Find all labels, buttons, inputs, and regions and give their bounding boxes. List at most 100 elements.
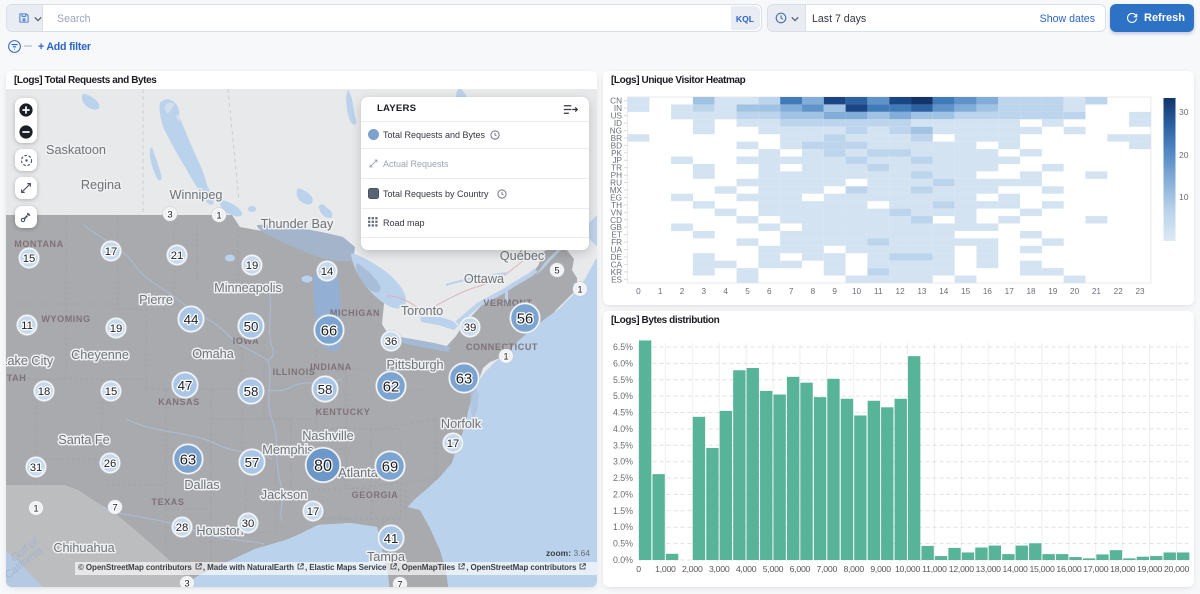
svg-text:Nashville: Nashville [302,429,353,443]
svg-text:56: 56 [517,311,533,327]
svg-text:17: 17 [105,246,118,258]
svg-text:20: 20 [1070,287,1080,296]
svg-text:Salt Lake City: Salt Lake City [6,354,54,368]
svg-text:Pittsburgh: Pittsburgh [386,358,443,372]
svg-text:47: 47 [178,378,193,393]
svg-text:VERMONT: VERMONT [483,298,532,308]
svg-text:10: 10 [1179,192,1189,202]
svg-text:Santa Fe: Santa Fe [58,433,110,447]
svg-text:4.5%: 4.5% [613,408,633,418]
svg-text:1: 1 [503,351,508,362]
svg-text:11,000: 11,000 [922,564,947,574]
svg-text:Omaha: Omaha [192,347,235,361]
svg-text:Ottawa: Ottawa [464,272,505,286]
svg-text:Jackson: Jackson [261,488,308,502]
svg-text:11: 11 [874,287,883,296]
svg-text:58: 58 [318,382,333,397]
svg-text:39: 39 [464,322,477,334]
svg-text:28: 28 [176,522,189,534]
svg-text:ES: ES [611,275,622,284]
svg-text:12: 12 [896,287,906,296]
svg-text:KR: KR [611,268,622,277]
svg-text:10: 10 [852,287,862,296]
svg-text:30: 30 [1179,107,1189,117]
svg-text:20,000: 20,000 [1164,564,1189,574]
svg-text:1: 1 [216,210,221,221]
svg-text:16: 16 [983,287,993,296]
svg-text:MONTANA: MONTANA [14,239,64,249]
svg-text:31: 31 [30,462,43,474]
svg-text:CD: CD [610,216,622,225]
svg-text:50: 50 [244,319,259,334]
svg-text:Pierre: Pierre [139,293,173,307]
svg-text:Norfolk: Norfolk [441,417,482,431]
svg-text:JP: JP [612,156,622,165]
svg-text:TEXAS: TEXAS [151,497,184,507]
svg-text:FR: FR [611,238,622,247]
svg-text:63: 63 [180,452,196,468]
svg-text:Québec: Québec [500,249,545,263]
svg-text:19: 19 [1048,287,1058,296]
svg-text:6.0%: 6.0% [613,358,633,368]
svg-text:12,000: 12,000 [949,564,974,574]
svg-text:20: 20 [1179,150,1189,160]
svg-text:23: 23 [1135,287,1145,296]
svg-text:EG: EG [610,193,622,202]
svg-text:19: 19 [110,323,123,335]
svg-text:0: 0 [636,564,641,574]
svg-text:Winnipeg: Winnipeg [170,188,223,202]
svg-text:GB: GB [610,223,622,232]
svg-text:18: 18 [1026,287,1036,296]
svg-text:15: 15 [961,287,971,296]
svg-text:9: 9 [832,287,837,296]
svg-text:CA: CA [611,260,623,269]
svg-text:8: 8 [811,287,816,296]
svg-text:14: 14 [939,287,949,296]
svg-text:5: 5 [745,287,750,296]
svg-text:9,000: 9,000 [870,564,891,574]
svg-text:41: 41 [384,531,399,546]
svg-text:26: 26 [104,458,117,470]
svg-text:18: 18 [38,386,51,398]
svg-text:5.0%: 5.0% [613,391,633,401]
svg-text:13: 13 [917,287,927,296]
svg-text:0.0%: 0.0% [613,555,633,565]
svg-text:3: 3 [702,287,707,296]
svg-text:BR: BR [611,134,622,143]
svg-text:69: 69 [382,459,398,475]
svg-text:44: 44 [184,312,199,327]
svg-text:Saskatoon: Saskatoon [46,143,106,157]
svg-text:Chihuahua: Chihuahua [53,541,115,555]
svg-text:ID: ID [614,119,622,128]
svg-text:ILLINOIS: ILLINOIS [273,367,316,377]
svg-text:30: 30 [242,518,255,530]
svg-text:5.5%: 5.5% [613,375,633,385]
svg-text:RU: RU [610,179,622,188]
svg-text:6.5%: 6.5% [613,342,633,352]
svg-text:14: 14 [321,266,334,278]
svg-text:MICHIGAN: MICHIGAN [330,308,380,318]
svg-text:4.0%: 4.0% [613,424,633,434]
svg-text:17: 17 [307,506,320,518]
svg-text:80: 80 [314,457,332,475]
svg-text:CN: CN [610,97,622,106]
svg-text:Dallas: Dallas [184,478,219,492]
svg-text:7: 7 [112,502,117,513]
svg-text:19,000: 19,000 [1137,564,1162,574]
svg-text:NG: NG [610,126,622,135]
svg-text:19: 19 [246,260,259,272]
svg-text:US: US [611,112,623,121]
svg-text:5: 5 [554,265,559,276]
svg-text:IN: IN [614,104,622,113]
svg-text:17: 17 [1005,287,1015,296]
svg-text:16,000: 16,000 [1056,564,1081,574]
svg-text:Houston: Houston [196,524,243,538]
svg-text:6,000: 6,000 [790,564,811,574]
svg-text:58: 58 [244,384,259,399]
svg-text:Thunder Bay: Thunder Bay [261,217,334,231]
svg-text:62: 62 [383,379,399,395]
svg-text:Atlanta: Atlanta [338,466,378,480]
svg-text:INDIANA: INDIANA [310,362,352,372]
svg-text:2.5%: 2.5% [613,473,633,483]
svg-text:IOWA: IOWA [233,336,259,346]
